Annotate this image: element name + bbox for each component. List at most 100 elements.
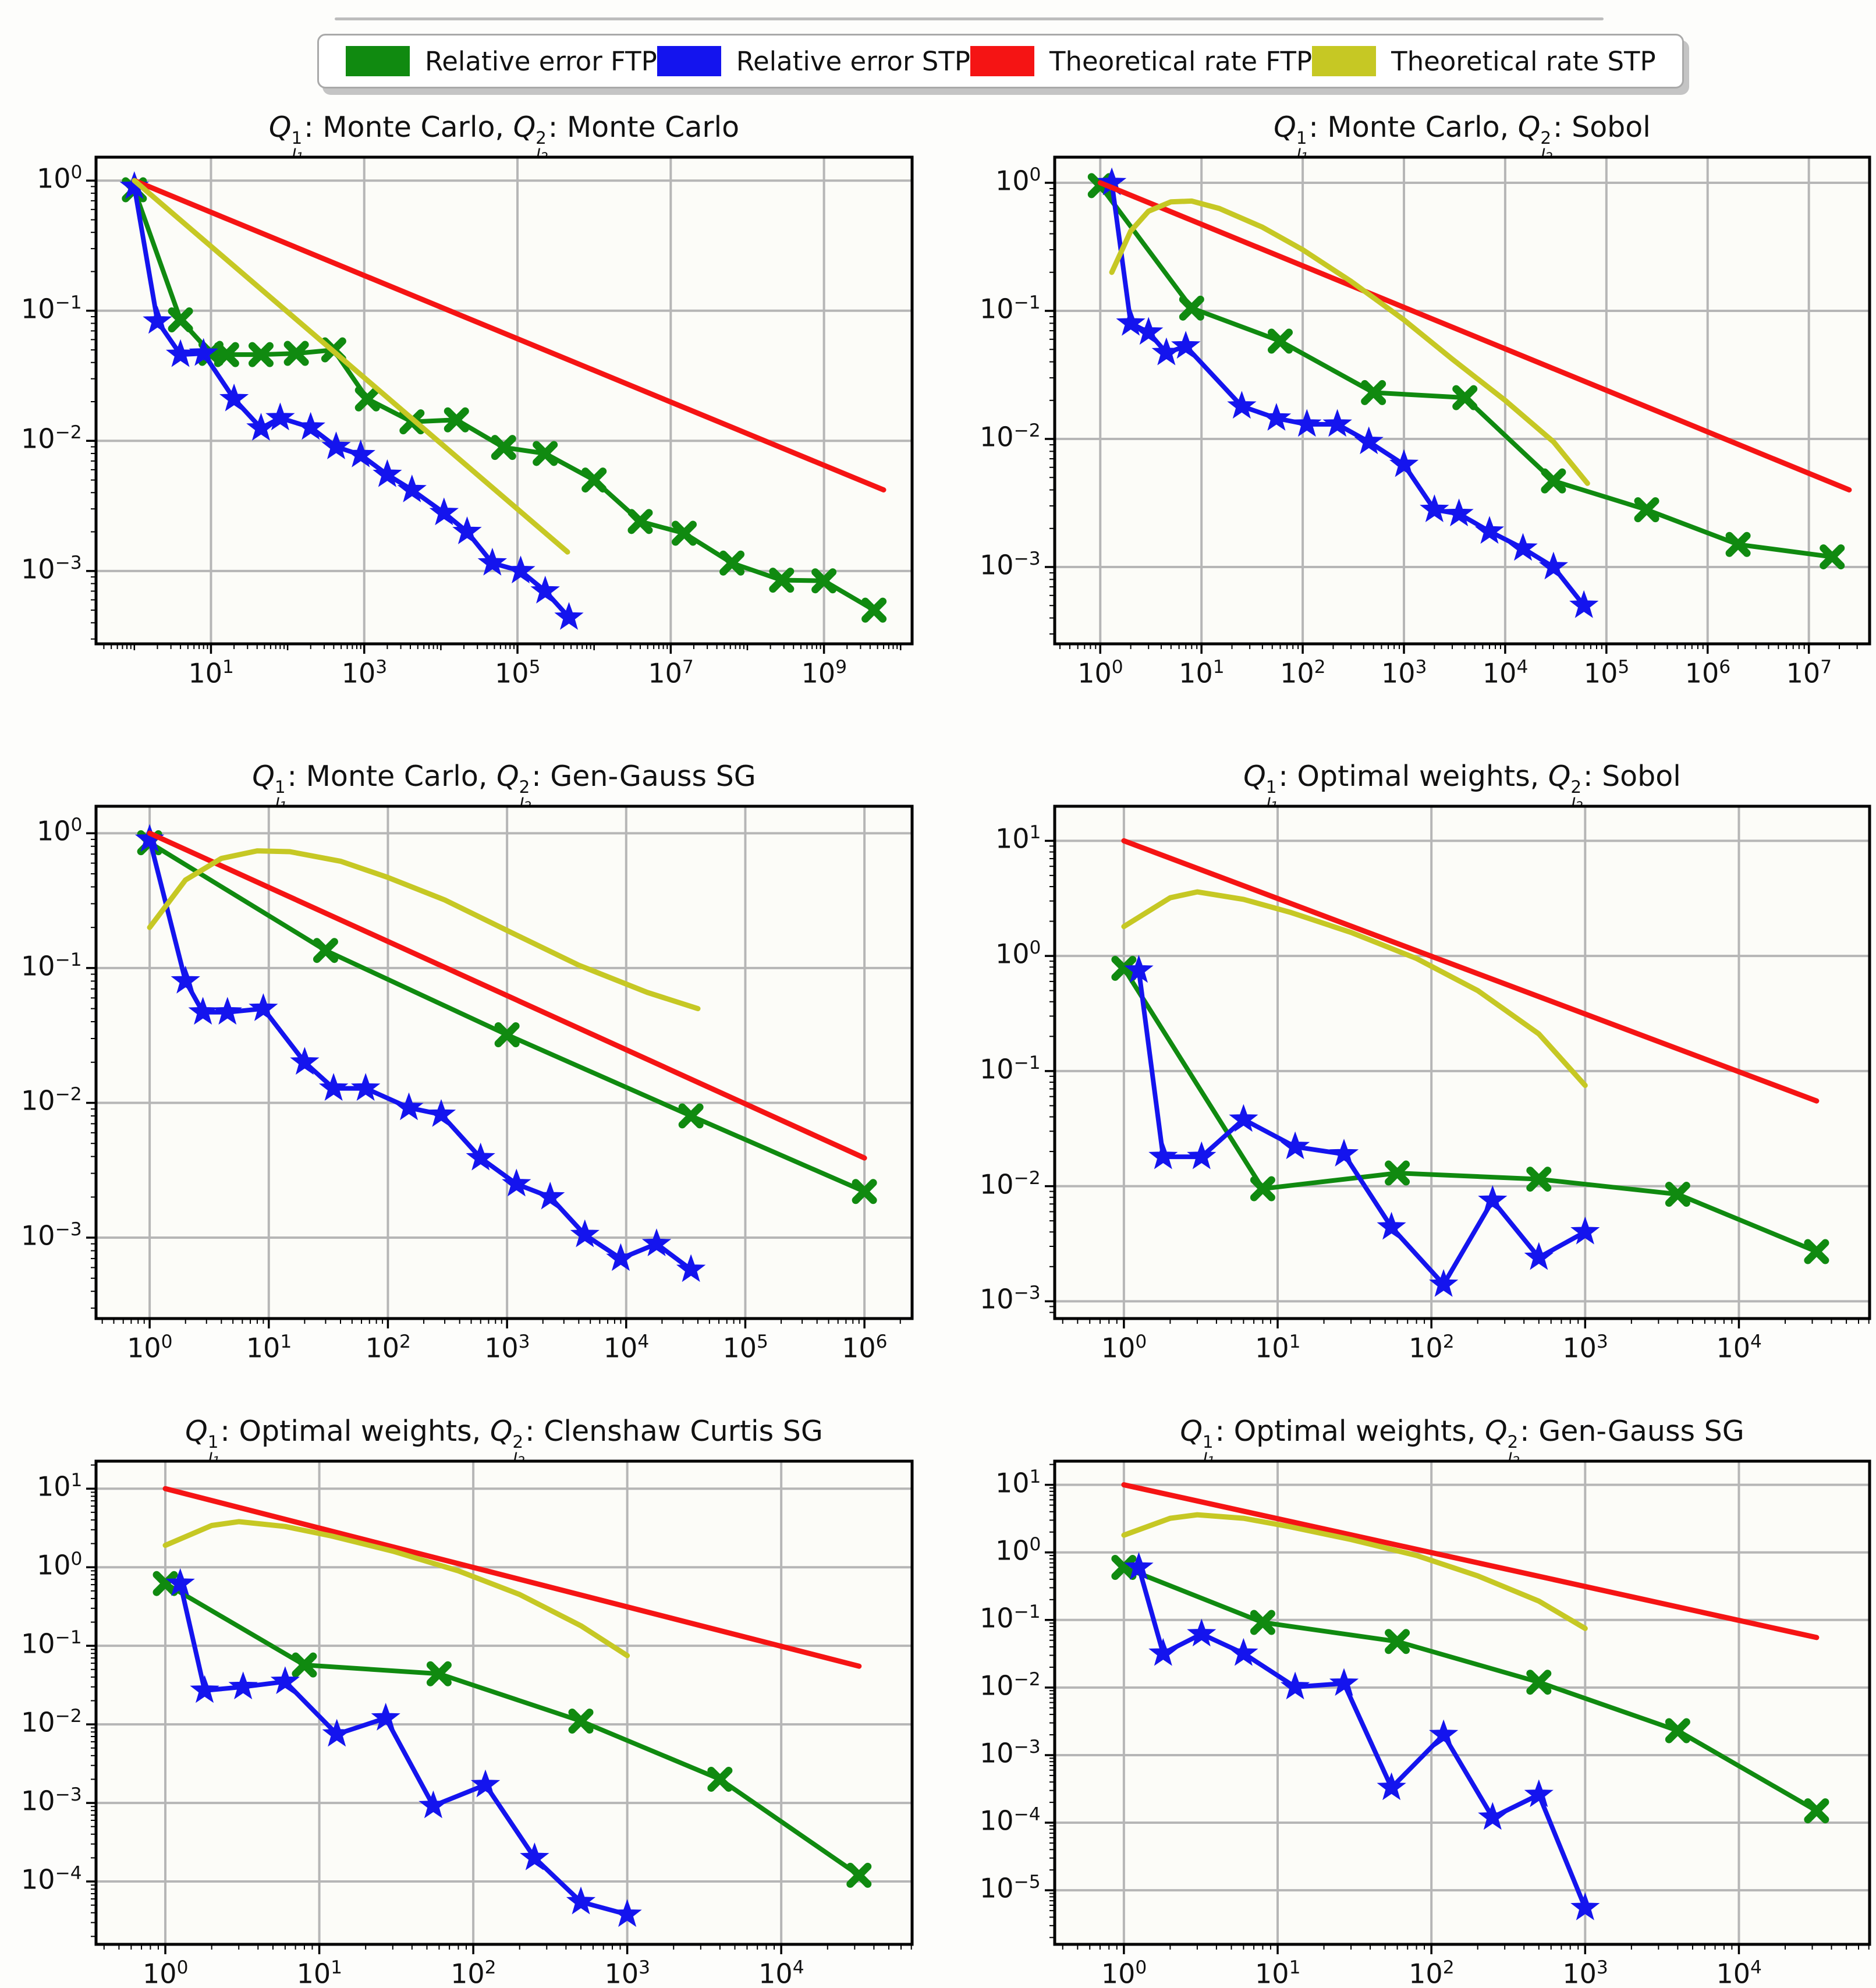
marker-x [861, 597, 887, 623]
marker-x [1541, 468, 1566, 494]
marker-star [470, 1769, 501, 1798]
x-tick-label: 102 [451, 1957, 497, 1988]
marker-star [1428, 1268, 1459, 1297]
plot-axes [1045, 155, 1871, 654]
marker-star [502, 1168, 531, 1197]
marker-x [1665, 1182, 1690, 1207]
plot-title: Q 1 l1: Monte Carlo, Q 2 l2: Monte Carlo [96, 111, 912, 164]
x-tick-label: 103 [604, 1957, 651, 1988]
plot-ow-sobol: Q 1 l1: Optimal weights, Q 2 l2: Sobol 100 10… [980, 760, 1871, 1363]
marker-star [394, 1092, 424, 1121]
marker-x [1634, 497, 1659, 523]
plot-ow-clenshaw-curtis: Q 1 l1: Optimal weights, Q 2 l2: Clenshaw Cu… [21, 1415, 914, 1988]
legend-item-theoretical-rate-ftp: Theoretical rate FTP [970, 46, 1312, 77]
series-line-red [162, 1486, 862, 1669]
marker-x [1179, 295, 1204, 321]
plot-title: Q 1 l1: Monte Carlo, Q 2 l2: Gen-Gauss SG [96, 760, 912, 813]
title-text: : Monte Carlo, [287, 760, 497, 793]
title-q-symbol: Q [1517, 111, 1541, 144]
marker-star [1420, 494, 1449, 523]
marker-star [1377, 1772, 1406, 1801]
series-line-red [1121, 1482, 1820, 1640]
series-line-yellow [162, 1519, 630, 1659]
legend: Relative error FTP Relative error STP Th… [317, 34, 1684, 88]
title-q-symbol: Q [1180, 1415, 1203, 1448]
marker-star [228, 1671, 258, 1700]
y-tick-label: 10−5 [980, 1872, 1041, 1904]
marker-star [506, 555, 536, 584]
y-tick-label: 10−3 [21, 1784, 82, 1817]
y-tick-label: 10−1 [980, 292, 1041, 325]
marker-x [1820, 544, 1845, 570]
axes-svg [1045, 805, 1871, 1328]
axes-svg [86, 155, 914, 654]
x-tick-label: 101 [296, 1957, 343, 1988]
title-text: : Gen-Gauss SG [531, 760, 756, 793]
plot-ow-gengauss: Q 1 l1: Optimal weights, Q 2 l2: Gen-Gauss S… [980, 1415, 1871, 1988]
marker-star [1124, 955, 1154, 983]
marker-star [1261, 403, 1292, 431]
y-tick-label: 10−2 [980, 1167, 1041, 1200]
y-tick-label: 10−2 [21, 1084, 82, 1117]
title-text: : Clenshaw Curtis SG [525, 1415, 823, 1448]
x-tick-label: 102 [1409, 1331, 1455, 1364]
marker-star [1292, 409, 1322, 437]
marker-x [1804, 1798, 1829, 1824]
x-tick-label: 103 [341, 657, 388, 689]
marker-star [1474, 516, 1505, 544]
marker-x [1452, 385, 1478, 410]
x-tick-label: 104 [1716, 1957, 1762, 1988]
marker-star [350, 1073, 381, 1101]
marker-x [769, 568, 795, 593]
series-line-yellow [1121, 1512, 1588, 1631]
marker-star [1524, 1779, 1554, 1808]
marker-star [189, 338, 218, 366]
marker-star [426, 1098, 456, 1127]
x-tick-label: 103 [1381, 657, 1427, 689]
marker-star [212, 997, 242, 1025]
y-tick-label: 100 [995, 164, 1041, 197]
x-tick-label: 101 [246, 1331, 292, 1364]
marker-x [153, 1571, 178, 1596]
marker-x [1111, 955, 1137, 981]
axes-svg [1045, 1459, 1871, 1954]
marker-x [1804, 1239, 1829, 1264]
series-line-yellow [1109, 198, 1590, 486]
x-tick-label: 103 [1562, 1331, 1608, 1364]
title-q-symbol: Q [513, 111, 536, 144]
marker-star [1124, 1552, 1154, 1580]
marker-star [1538, 551, 1568, 580]
y-tick-label: 101 [995, 1466, 1041, 1498]
marker-x [214, 342, 239, 367]
legend-swatch-blue [657, 46, 721, 76]
title-q-symbol: Q [252, 760, 275, 793]
axes-svg [86, 805, 914, 1328]
marker-star [566, 1886, 596, 1915]
marker-star [477, 547, 508, 576]
plot-title: Q 1 l1: Monte Carlo, Q 2 l2: Sobol [1055, 111, 1870, 164]
y-tick-label: 10−4 [980, 1804, 1041, 1837]
x-tick-label: 106 [842, 1331, 888, 1364]
series-line-yellow [147, 848, 701, 1012]
series-line-green [1121, 966, 1819, 1254]
marker-star [188, 997, 218, 1025]
marker-x [707, 1766, 733, 1792]
legend-swatch-red [970, 46, 1034, 76]
marker-x [678, 1103, 704, 1129]
y-tick-label: 10−3 [980, 1736, 1041, 1769]
title-text: : Optimal weights, [1215, 1415, 1485, 1448]
marker-star [1329, 1668, 1359, 1696]
y-tick-label: 100 [37, 814, 83, 847]
legend-label: Theoretical rate FTP [1049, 45, 1313, 77]
series-line-red [1121, 838, 1820, 1104]
plot-background [1055, 1461, 1870, 1944]
plot-mc-sobol: Q 1 l1: Monte Carlo, Q 2 l2: Sobol 100 101 102… [980, 111, 1871, 689]
marker-star [570, 1219, 600, 1248]
y-tick-label: 100 [995, 1533, 1041, 1567]
x-tick-label: 101 [188, 657, 234, 689]
marker-star [165, 1568, 195, 1596]
marker-star [249, 993, 278, 1021]
marker-star [520, 1842, 549, 1870]
marker-star [1227, 391, 1257, 419]
marker-star [346, 439, 375, 467]
